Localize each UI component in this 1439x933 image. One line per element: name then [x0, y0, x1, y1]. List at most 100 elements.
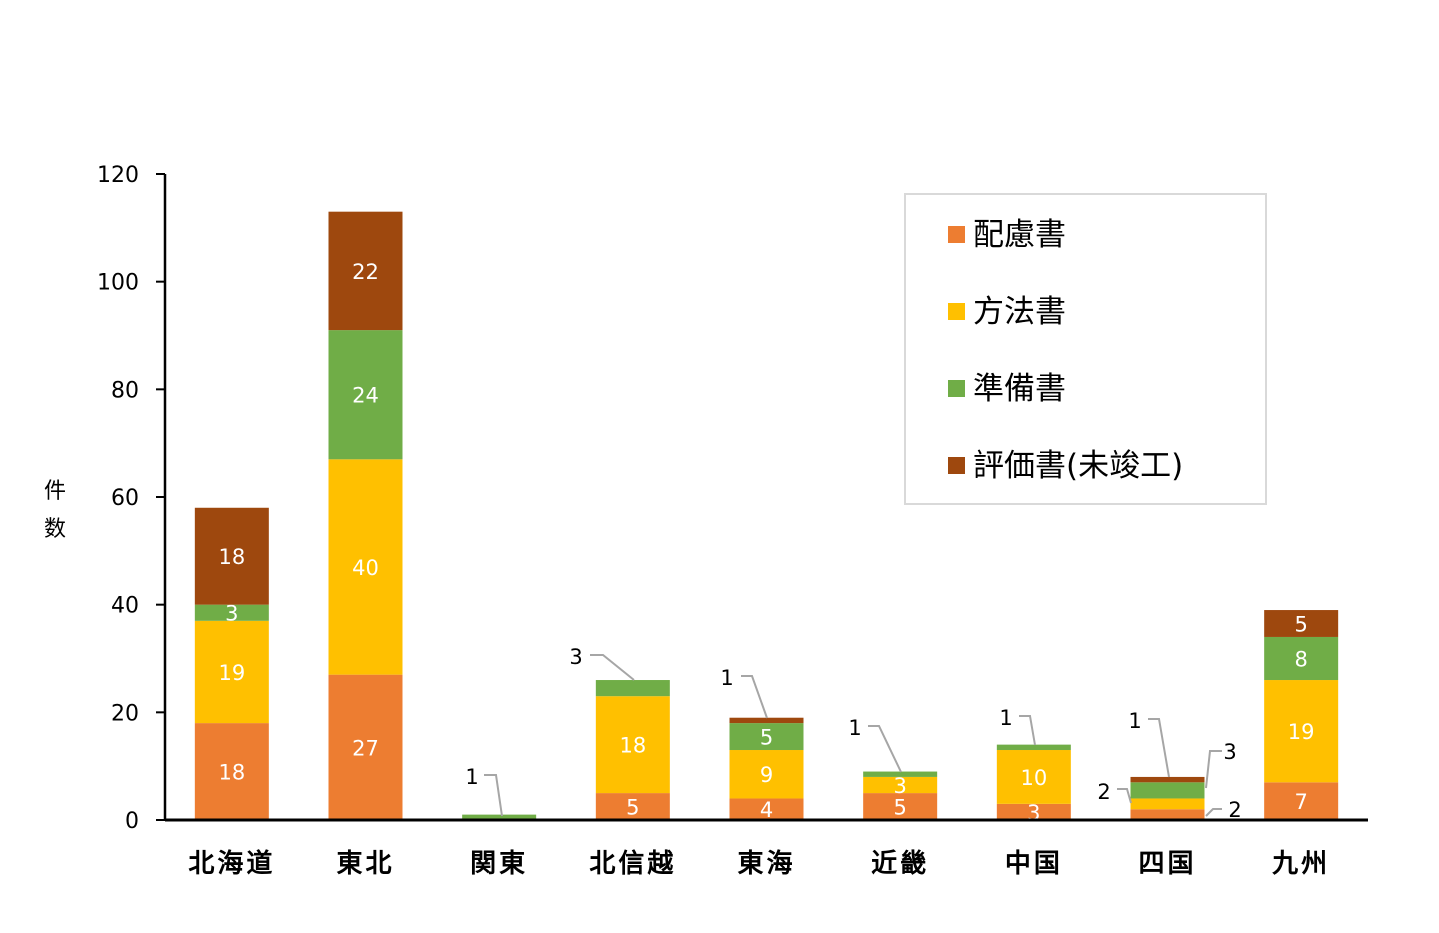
bar-segment [595, 696, 670, 794]
data-label: 7 [1294, 790, 1307, 814]
legend-label: 評価書(未竣工) [973, 448, 1183, 484]
legend-swatch [948, 457, 965, 474]
x-category-label: 北信越 [589, 849, 676, 879]
data-label: 18 [218, 545, 245, 569]
data-label: 9 [760, 763, 773, 787]
x-category-label: 東北 [336, 849, 394, 879]
y-tick-label: 100 [97, 271, 139, 296]
leader-line [741, 675, 768, 719]
y-axis-title-char: 件 [44, 479, 66, 504]
callouts-layer: 1 3 1 1 1 1 3 2 2 [465, 645, 1241, 822]
bar-segment [1264, 782, 1339, 820]
bar-segment [328, 211, 403, 331]
bar-segment [1130, 809, 1205, 820]
callout-label: 3 [569, 645, 582, 669]
legend-label: 配慮書 [973, 217, 1066, 253]
data-label: 5 [1294, 613, 1307, 637]
x-category-label: 中国 [1005, 849, 1063, 879]
y-axis-title: 件数 [44, 479, 66, 542]
bar-segment [996, 750, 1071, 804]
data-label: 8 [1294, 648, 1307, 672]
leader-line [484, 774, 503, 817]
data-label: 27 [352, 736, 379, 760]
bar-segment [328, 674, 403, 820]
leader-line [590, 654, 635, 681]
legend-label: 方法書 [973, 294, 1066, 330]
data-label: 24 [352, 384, 379, 408]
callout-label: 2 [1228, 798, 1241, 822]
bar-segment [595, 793, 670, 820]
bar-segment [328, 459, 403, 675]
bar-segment [462, 814, 537, 820]
callout-label: 3 [1223, 740, 1236, 764]
bar-segment [863, 776, 938, 794]
leader-line [1205, 808, 1222, 817]
x-category-label: 北海道 [188, 848, 275, 879]
data-label: 5 [893, 796, 906, 820]
x-category-label: 近畿 [871, 849, 929, 879]
y-tick-label: 40 [111, 594, 139, 619]
bar-segment [729, 750, 804, 799]
bar-segment [1130, 782, 1205, 799]
leader-line [1205, 750, 1222, 789]
data-label: 22 [352, 260, 379, 284]
y-axis-title-char: 数 [44, 517, 66, 542]
callout-label: 1 [720, 666, 733, 690]
bar-segment [863, 771, 938, 777]
y-tick-label: 120 [97, 163, 139, 188]
bar-segment [1264, 680, 1339, 783]
data-label: 19 [218, 661, 245, 685]
x-category-label: 関東 [470, 849, 528, 879]
legend-label: 準備書 [973, 371, 1066, 407]
data-label: 18 [619, 734, 646, 758]
data-label: 4 [760, 798, 773, 822]
data-label: 18 [218, 761, 245, 785]
callout-label: 1 [848, 716, 861, 740]
y-tick-label: 20 [111, 701, 139, 726]
bar-segment [996, 744, 1071, 751]
bar-segment [863, 793, 938, 820]
bar-segment [996, 803, 1071, 820]
leader-line [1117, 788, 1132, 804]
x-category-label: 東海 [737, 849, 795, 879]
data-label: 3 [893, 774, 906, 798]
leader-line [868, 725, 902, 773]
legend-swatch [948, 380, 965, 397]
bar-segment [595, 680, 670, 697]
callout-label: 1 [1128, 709, 1141, 733]
bar-segment [194, 620, 269, 724]
data-label: 40 [352, 556, 379, 580]
y-tick-label: 80 [111, 378, 139, 403]
bar-segment [729, 723, 804, 751]
bar-segment [729, 717, 804, 724]
bar-segment [194, 507, 269, 605]
axes-layer: 0 20 40 60 80 100 120 北海道 東北 関東 北信越 東海 近畿 中国 四国 九州 [97, 163, 1368, 879]
bar-segment [328, 330, 403, 460]
data-label: 5 [760, 726, 773, 750]
leader-line [1148, 718, 1170, 778]
x-category-label: 四国 [1138, 849, 1196, 879]
x-category-label: 九州 [1271, 849, 1330, 879]
bar-segment [1130, 798, 1205, 810]
data-label: 3 [225, 602, 238, 626]
bar-segment [1264, 610, 1339, 637]
callout-label: 1 [465, 765, 478, 789]
legend-box [904, 193, 1267, 505]
bar-segment [1264, 636, 1339, 681]
callout-label: 1 [999, 706, 1012, 730]
leader-line [1019, 715, 1036, 746]
legend-swatch [948, 303, 965, 320]
bar-segment [194, 604, 269, 621]
y-tick-label: 0 [125, 809, 139, 834]
data-label: 5 [626, 796, 639, 820]
data-label: 10 [1020, 766, 1047, 790]
bar-segment [194, 723, 269, 820]
y-tick-label: 60 [111, 486, 139, 511]
legend-swatch [948, 226, 965, 243]
data-label: 19 [1288, 720, 1315, 744]
bar-segment [1130, 776, 1205, 783]
callout-label: 2 [1097, 780, 1110, 804]
